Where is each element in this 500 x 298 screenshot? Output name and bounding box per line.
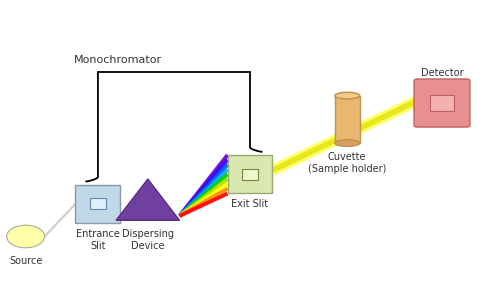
Text: Detector: Detector: [420, 68, 464, 78]
Circle shape: [6, 225, 44, 248]
FancyBboxPatch shape: [76, 184, 120, 223]
Text: Source: Source: [9, 256, 42, 266]
Text: Exit Slit: Exit Slit: [232, 199, 268, 209]
FancyBboxPatch shape: [430, 94, 454, 111]
FancyBboxPatch shape: [242, 169, 258, 180]
Ellipse shape: [335, 140, 359, 146]
Text: Monochromator: Monochromator: [74, 55, 162, 65]
FancyBboxPatch shape: [335, 96, 359, 143]
FancyBboxPatch shape: [414, 79, 470, 127]
Text: Cuvette
(Sample holder): Cuvette (Sample holder): [308, 152, 386, 173]
Ellipse shape: [335, 92, 359, 99]
Text: Dispersing
Device: Dispersing Device: [122, 229, 174, 251]
FancyBboxPatch shape: [90, 198, 106, 209]
Text: Entrance
Slit: Entrance Slit: [76, 229, 120, 251]
FancyBboxPatch shape: [228, 155, 272, 193]
Polygon shape: [116, 179, 180, 220]
